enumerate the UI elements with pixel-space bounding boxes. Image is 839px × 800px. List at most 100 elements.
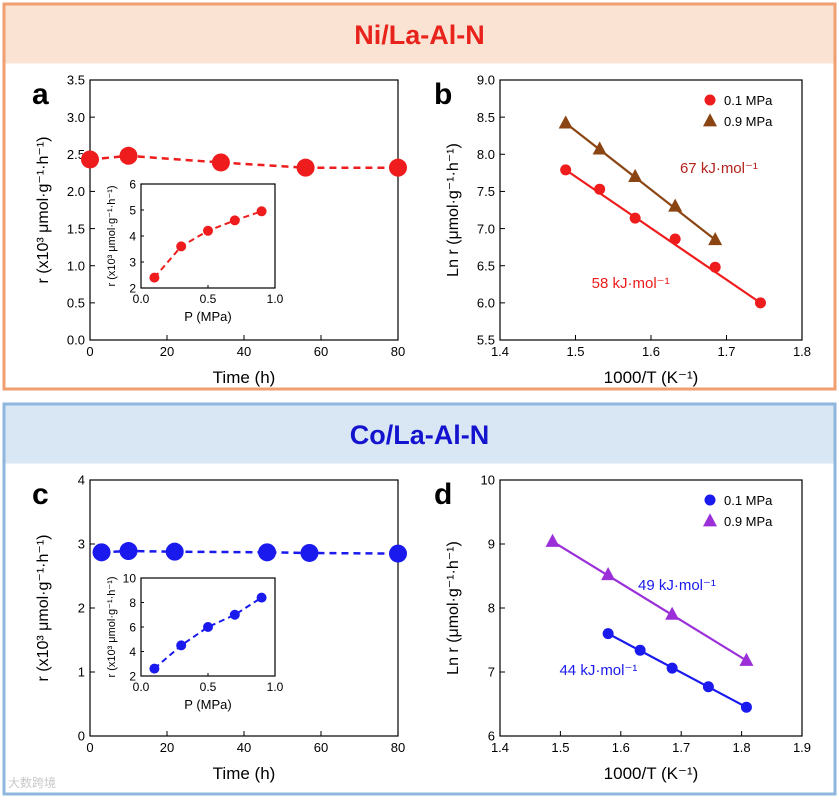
inset-y-tick-label: 4 (129, 229, 136, 243)
inset-y-tick-label: 8 (129, 596, 136, 610)
y-tick-label: 0 (78, 729, 85, 744)
data-point (666, 662, 678, 674)
inset-y-tick-label: 6 (129, 620, 136, 634)
series-low-pressure: 0.1 MPa (560, 93, 773, 309)
inset-y-tick-label: 3 (129, 255, 136, 269)
legend-marker (703, 513, 717, 527)
y-tick-label: 8 (488, 601, 495, 616)
data-point (634, 644, 646, 656)
x-tick-label: 1.4 (491, 344, 509, 359)
y-tick-label: 2.0 (67, 184, 85, 199)
data-point (389, 158, 407, 177)
y-tick-label: 1 (78, 665, 85, 680)
y-tick-label: 3.5 (67, 73, 85, 88)
chart-c: 0 20 40 60 80 0 1 2 3 4 c Time (h) r (x10³ μmol·g⁻¹·… (32, 473, 407, 783)
y-tick-label: 2 (78, 601, 85, 616)
legend-marker (704, 494, 716, 506)
data-point (709, 261, 721, 273)
y-tick-label: 9.0 (477, 73, 495, 88)
y-axis-label: r (x10³ μmol·g⁻¹·h⁻¹) (35, 137, 52, 284)
fit-line (551, 540, 747, 662)
inset-data-point (149, 272, 160, 283)
panel-letter: c (32, 478, 49, 511)
activation-energy-label: 49 kJ·mol⁻¹ (638, 577, 716, 594)
panel-title-band (5, 5, 834, 64)
y-tick-label: 0.5 (67, 296, 85, 311)
data-point (629, 212, 641, 224)
y-tick-label: 8.5 (477, 110, 495, 125)
y-axis-label: r (x10³ μmol·g⁻¹·h⁻¹) (35, 535, 52, 682)
x-tick-label: 60 (314, 344, 328, 359)
legend-marker (704, 94, 716, 106)
activation-energy-label: 67 kJ·mol⁻¹ (680, 160, 758, 177)
y-tick-label: 7.5 (477, 184, 495, 199)
legend-label: 0.1 MPa (724, 493, 773, 508)
data-point (740, 701, 752, 713)
legend-label: 0.9 MPa (724, 114, 773, 129)
x-axis-label: Time (h) (213, 764, 276, 783)
x-tick-label: 1.8 (733, 740, 751, 755)
inset-y-tick-label: 2 (129, 281, 136, 295)
inset-data-point (229, 609, 240, 620)
data-point (669, 233, 681, 245)
y-tick-label: 5.5 (477, 333, 495, 348)
data-point (594, 183, 606, 195)
data-point (165, 542, 184, 561)
data-point (119, 146, 138, 165)
x-tick-label: 1.4 (491, 740, 509, 755)
data-point (296, 158, 315, 177)
y-tick-label: 8.0 (477, 147, 495, 162)
inset-chart: 0.0 0.5 1.0 2 4 6 8 10 P (MPa) r (x10³ μmol·g⁻¹·h… (106, 571, 284, 712)
y-tick-label: 6.0 (477, 296, 495, 311)
inset-data-point (176, 640, 187, 651)
data-point (81, 150, 99, 169)
x-tick-label: 60 (314, 740, 328, 755)
series-high-pressure: 0.9 MPa (545, 513, 773, 666)
inset-x-tick-label: 1.0 (267, 680, 284, 694)
panel-title: Co/La-Al-N (350, 420, 489, 450)
data-point (592, 141, 607, 155)
inset-y-tick-label: 6 (129, 177, 136, 191)
x-tick-label: 1.5 (551, 740, 569, 755)
data-point (92, 543, 111, 562)
inset-y-tick-label: 4 (129, 645, 136, 659)
data-point (258, 543, 277, 562)
y-axis-label: Ln r (μmol·g⁻¹·h⁻¹) (445, 143, 462, 277)
inset-data-point (203, 225, 213, 236)
x-tick-label: 20 (160, 344, 174, 359)
panel-letter: a (32, 78, 49, 111)
inset-data-point (203, 622, 213, 632)
inset-y-axis-label: r (x10³ μmol·g⁻¹·h⁻¹) (106, 576, 118, 677)
data-point (665, 606, 680, 620)
watermark: 大数跨境 (8, 776, 57, 790)
data-point (389, 544, 407, 563)
inset-series-line (153, 596, 263, 670)
data-point (211, 153, 230, 172)
x-tick-label: 1.6 (642, 344, 660, 359)
data-point (560, 164, 572, 176)
chart-b: 1.4 1.5 1.6 1.7 1.8 5.5 6.0 6.5 7.0 7.5 8.0 8.5 9.0 b… (434, 73, 811, 387)
data-point (628, 168, 643, 182)
x-tick-label: 1.7 (717, 344, 735, 359)
inset-x-tick-label: 0.0 (133, 680, 150, 694)
x-tick-label: 80 (391, 740, 405, 755)
inset-x-tick-label: 1.0 (267, 292, 284, 306)
legend-marker (703, 113, 717, 127)
x-tick-label: 40 (237, 740, 251, 755)
inset-y-axis-label: r (x10³ μmol·g⁻¹·h⁻¹) (106, 185, 118, 286)
series-high-pressure: 0.9 MPa (558, 113, 773, 246)
series-low-pressure: 0.1 MPa (602, 493, 773, 713)
data-point (545, 533, 560, 547)
fit-line (607, 632, 747, 709)
x-tick-label: 20 (160, 740, 174, 755)
x-tick-label: 1.9 (793, 740, 811, 755)
panel-title-band (5, 405, 834, 464)
panel-letter: d (434, 478, 452, 511)
x-tick-label: 1.8 (793, 344, 811, 359)
data-point (668, 198, 683, 212)
y-tick-label: 4 (78, 473, 85, 488)
plot-frame (499, 479, 803, 737)
x-axis-label: Time (h) (213, 368, 276, 387)
y-tick-label: 6 (488, 729, 495, 744)
